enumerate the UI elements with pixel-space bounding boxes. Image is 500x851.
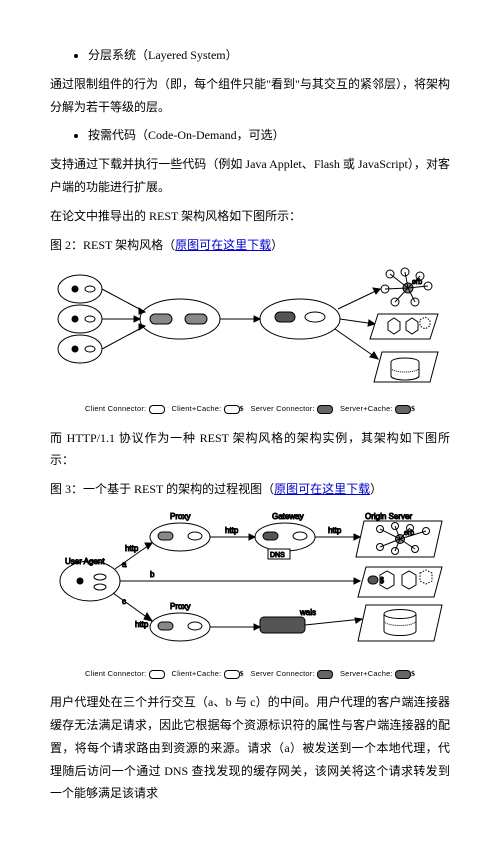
svg-text:Gateway: Gateway — [272, 512, 304, 521]
figure3-download-link[interactable]: 原图可在这里下载 — [274, 482, 370, 496]
paragraph-user-agent-desc: 用户代理处在三个并行交互（a、b 与 c）的中间。用户代理的客户端连接器缓存无法… — [50, 691, 450, 805]
paragraph-cod-desc: 支持通过下载并执行一些代码（例如 Java Applet、Flash 或 Jav… — [50, 153, 450, 199]
bullet-code-on-demand: 按需代码（Code-On-Demand，可选） — [88, 124, 450, 147]
svg-text:http: http — [225, 526, 239, 535]
figure2-diagram: orb — [50, 264, 450, 394]
svg-text:DNS: DNS — [270, 552, 285, 559]
svg-text:http: http — [125, 544, 139, 553]
bullet-text: 按需代码（Code-On-Demand，可选） — [88, 128, 285, 142]
svg-text:Proxy: Proxy — [170, 602, 190, 611]
svg-text:$: $ — [380, 576, 384, 585]
svg-text:a: a — [122, 560, 127, 569]
svg-text:c: c — [122, 597, 126, 606]
svg-text:orb: orb — [404, 530, 414, 537]
svg-text:http: http — [328, 526, 342, 535]
bullet-layered-system: 分层系统（Layered System） — [88, 44, 450, 67]
bullet-text: 分层系统（Layered System） — [88, 48, 238, 62]
figure2-download-link[interactable]: 原图可在这里下载 — [175, 238, 271, 252]
figure3-caption: 图 3：一个基于 REST 的架构的过程视图（原图可在这里下载） — [50, 478, 450, 501]
svg-text:wais: wais — [299, 608, 316, 617]
svg-text:Origin Server: Origin Server — [365, 512, 412, 521]
figure2-legend: Client Connector: Client+Cache: $ Server… — [50, 402, 450, 416]
paragraph-http-intro: 而 HTTP/1.1 协议作为一种 REST 架构风格的架构实例，其架构如下图所… — [50, 427, 450, 473]
figure3-legend: Client Connector: Client+Cache: $ Server… — [50, 667, 450, 681]
figure2-caption: 图 2：REST 架构风格（原图可在这里下载） — [50, 234, 450, 257]
svg-text:http: http — [135, 620, 149, 629]
paragraph-rest-intro: 在论文中推导出的 REST 架构风格如下图所示： — [50, 205, 450, 228]
svg-text:orb: orb — [412, 279, 422, 286]
svg-text:b: b — [150, 570, 155, 579]
paragraph-layered-desc: 通过限制组件的行为（即，每个组件只能"看到"与其交互的紧邻层），将架构分解为若干… — [50, 73, 450, 119]
figure3-diagram: Proxy Gateway Origin Server User Agent h… — [50, 509, 450, 659]
svg-text:User Agent: User Agent — [65, 557, 105, 566]
svg-text:Proxy: Proxy — [170, 512, 190, 521]
